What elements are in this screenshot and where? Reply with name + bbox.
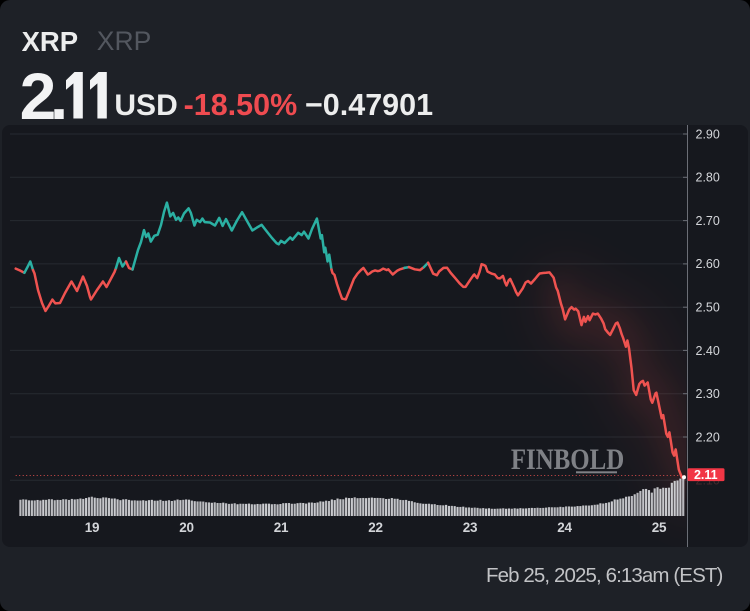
svg-text:2.70: 2.70 [696, 214, 720, 228]
svg-text:2.90: 2.90 [696, 127, 720, 141]
svg-text:2.60: 2.60 [696, 257, 720, 271]
svg-text:2.20: 2.20 [696, 430, 720, 444]
svg-text:25: 25 [652, 520, 667, 535]
svg-text:2.30: 2.30 [696, 387, 720, 401]
svg-text:24: 24 [557, 520, 572, 535]
svg-text:FINBOLD: FINBOLD [511, 442, 624, 476]
svg-text:21: 21 [274, 520, 289, 535]
svg-text:2.80: 2.80 [696, 171, 720, 185]
svg-text:20: 20 [179, 520, 193, 535]
svg-text:19: 19 [85, 520, 99, 535]
svg-text:2.11: 2.11 [694, 468, 718, 482]
svg-text:22: 22 [368, 520, 382, 535]
svg-text:2.50: 2.50 [696, 301, 720, 315]
svg-text:2.40: 2.40 [696, 344, 720, 358]
svg-text:23: 23 [463, 520, 478, 535]
